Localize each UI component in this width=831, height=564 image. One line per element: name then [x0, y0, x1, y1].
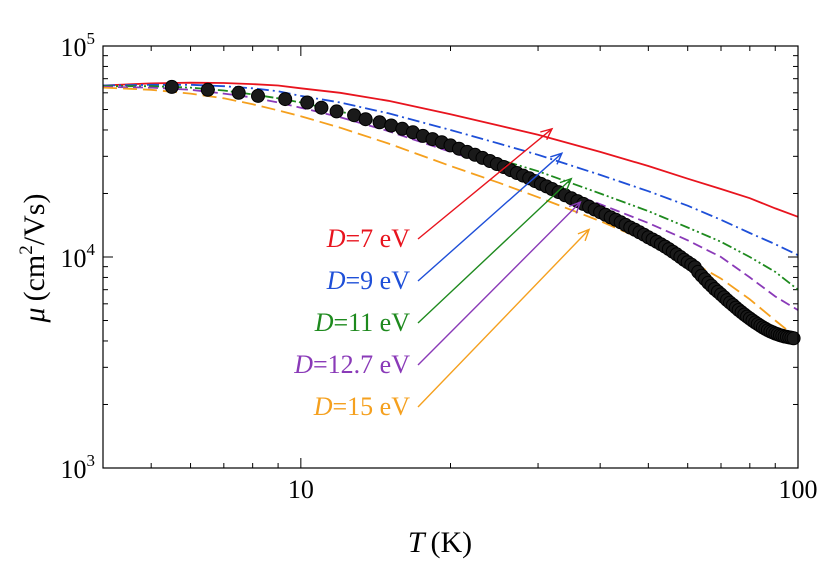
arrow-line-2	[417, 178, 572, 324]
axis-ticks	[102, 45, 799, 469]
series-label-value: =9 eV	[346, 266, 411, 295]
data-point	[251, 88, 265, 103]
series-label-symbol: D	[314, 308, 334, 337]
series-line-0	[102, 81, 799, 218]
series-line-1	[102, 83, 799, 257]
x-tick-label: 100	[779, 475, 818, 504]
series-label-symbol: D	[326, 266, 346, 295]
x-axis-symbol: T	[408, 526, 427, 559]
arrow-head-4	[577, 228, 591, 242]
data-point	[278, 92, 293, 107]
series-label-4: D=15 eV	[313, 392, 410, 421]
data-point	[358, 112, 373, 127]
y-axis-unit-sup: 2	[16, 245, 37, 255]
y-axis-unit-post: /Vs)	[18, 194, 51, 246]
data-point	[786, 331, 801, 346]
arrow-line-0	[417, 128, 553, 240]
data-point	[231, 85, 246, 100]
data-point	[329, 104, 344, 119]
arrow-head-3	[568, 200, 582, 214]
y-tick-exponent: 4	[87, 240, 96, 259]
arrow-head-2	[559, 177, 573, 191]
series-label-2: D=11 eV	[314, 308, 411, 337]
series-line-3	[102, 86, 799, 311]
x-axis-title: T (K)	[408, 526, 472, 559]
annotation-arrows	[417, 127, 591, 408]
arrow-head-0	[540, 127, 554, 141]
arrow-line-3	[417, 201, 581, 366]
series-label-value: =11 eV	[333, 308, 410, 337]
y-tick-exponent: 5	[87, 29, 96, 48]
series-label-symbol: D	[293, 350, 313, 379]
y-tick-base: 10	[61, 33, 87, 62]
annotation-labels: D=7 eVD=9 eVD=11 eVD=12.7 eVD=15 eV	[293, 224, 410, 421]
series-line-4	[102, 86, 799, 340]
x-axis-unit: (K)	[431, 526, 473, 559]
series-label-value: =12.7 eV	[313, 350, 410, 379]
data-point	[164, 79, 179, 94]
series-label-0: D=7 eV	[326, 224, 410, 253]
y-tick-label: 103	[61, 451, 96, 484]
data-point	[314, 100, 329, 115]
model-curves	[102, 81, 799, 340]
y-tick-label: 104	[61, 240, 96, 273]
series-label-value: =7 eV	[346, 224, 411, 253]
plot-frame	[102, 45, 799, 469]
data-point	[372, 115, 387, 130]
y-tick-exponent: 3	[87, 451, 96, 470]
series-label-symbol: D	[326, 224, 346, 253]
y-tick-label: 105	[61, 29, 96, 62]
y-axis-unit-pre: (cm	[18, 255, 51, 302]
arrow-head-1	[550, 152, 564, 165]
y-tick-base: 10	[61, 455, 87, 484]
data-point	[300, 95, 315, 110]
experimental-points	[164, 79, 801, 346]
data-point	[200, 82, 215, 97]
arrow-line-4	[417, 229, 590, 408]
x-tick-label: 10	[288, 475, 314, 504]
y-axis-symbol: μ	[18, 307, 51, 323]
y-axis-title: μ (cm2/Vs)	[16, 194, 51, 324]
series-label-3: D=12.7 eV	[293, 350, 410, 379]
plot-area	[103, 46, 798, 468]
arrow-line-1	[417, 152, 563, 282]
series-label-value: =15 eV	[333, 392, 411, 421]
y-tick-base: 10	[61, 244, 87, 273]
series-label-symbol: D	[313, 392, 333, 421]
series-label-1: D=9 eV	[326, 266, 410, 295]
